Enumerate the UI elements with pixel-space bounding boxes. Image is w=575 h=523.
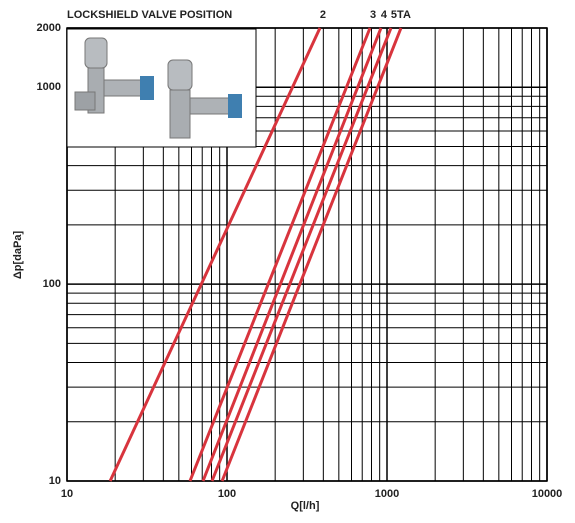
series-label: 3 bbox=[370, 9, 376, 21]
series-label: TA bbox=[397, 9, 411, 21]
line bbox=[210, 27, 393, 482]
y-axis-label: Δp[daPa] bbox=[12, 231, 24, 280]
line bbox=[188, 27, 372, 482]
x-tick-label: 10000 bbox=[532, 488, 563, 500]
x-tick-label: 1000 bbox=[375, 488, 399, 500]
plot-border bbox=[66, 27, 548, 482]
y-tick-label: 1000 bbox=[37, 81, 61, 93]
y-tick-label: 10 bbox=[49, 475, 61, 487]
series-label: 5 bbox=[391, 9, 397, 21]
valve-photo bbox=[66, 28, 257, 148]
series-label: 2 bbox=[320, 9, 326, 21]
y-tick-label: 2000 bbox=[37, 22, 61, 34]
x-tick-label: 100 bbox=[218, 488, 236, 500]
x-axis-label: Q[l/h] bbox=[291, 500, 320, 512]
line bbox=[201, 27, 383, 482]
series-label: 4 bbox=[381, 9, 388, 21]
y-tick-label: 100 bbox=[43, 278, 61, 290]
line bbox=[220, 27, 403, 482]
line bbox=[108, 27, 322, 482]
chart-title: LOCKSHIELD VALVE POSITION bbox=[67, 9, 232, 21]
x-tick-label: 10 bbox=[61, 488, 73, 500]
